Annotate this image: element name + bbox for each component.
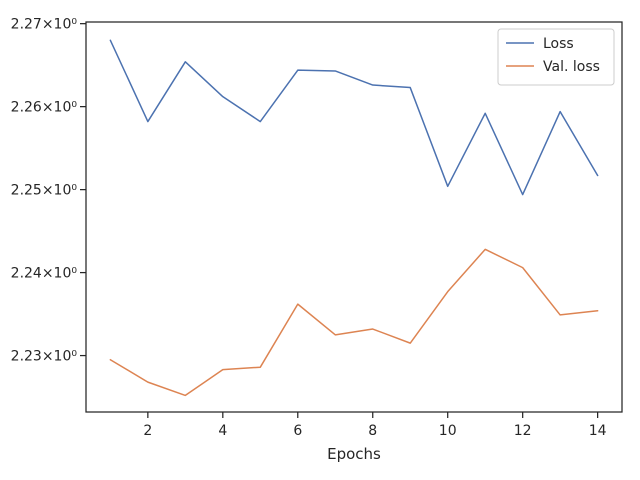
series-layer [109,39,599,397]
plot-frame [85,21,623,413]
y-tick-label: 2.27×10⁰ [11,17,78,33]
series-line-val-loss [109,248,599,397]
y-tick-label: 2.24×10⁰ [11,266,78,282]
series-line-loss [109,39,599,196]
x-tick-label: 8 [368,423,377,439]
x-tick-label: 4 [218,423,227,439]
y-tick-label: 2.25×10⁰ [11,183,78,199]
y-tick-label: 2.26×10⁰ [11,100,78,116]
y-tick-label: 2.23×10⁰ [11,349,78,365]
legend-label: Loss [543,36,574,52]
legend: Loss Val. loss [497,28,615,86]
x-tick-label: 2 [143,423,152,439]
y-axis: 2.23×10⁰ 2.24×10⁰ 2.25×10⁰ 2.26×10⁰ 2.27×10⁰ [11,17,86,365]
x-tick-label: 10 [439,423,457,439]
plot-area [86,22,622,412]
x-tick-label: 14 [589,423,607,439]
x-axis-label: Epochs [327,445,381,463]
x-tick-label: 12 [514,423,532,439]
x-axis: 2 4 6 8 10 12 14 [143,412,607,439]
x-tick-label: 6 [293,423,302,439]
legend-label: Val. loss [543,59,600,75]
